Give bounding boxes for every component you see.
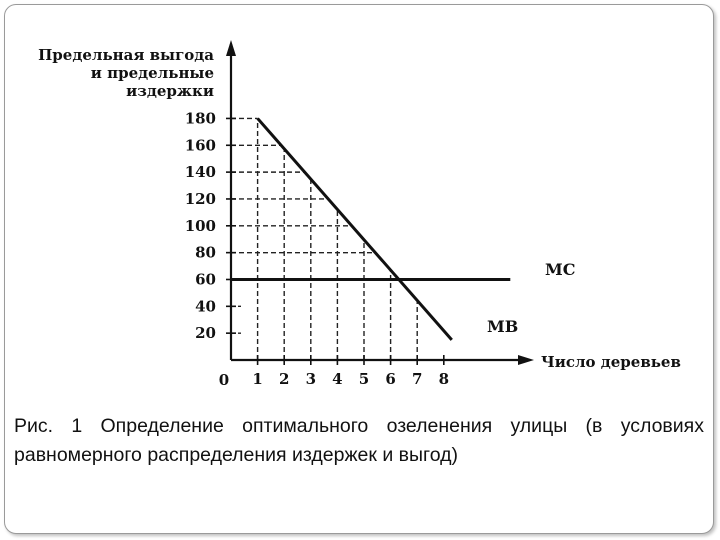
figure-caption: Рис. 1 Определение оптимального озеленен… <box>14 415 704 466</box>
x-tick-2: 2 <box>279 370 289 388</box>
y-tick-160: 160 <box>185 136 216 154</box>
x-tick-5: 5 <box>359 370 369 388</box>
guide-lines <box>231 117 418 360</box>
y-axis-label-line-3: издержки <box>126 82 214 100</box>
x-tick-7: 7 <box>412 370 422 388</box>
y-tick-20: 20 <box>195 324 216 342</box>
x-tick-3: 3 <box>306 370 316 388</box>
y-tick-120: 120 <box>185 190 216 208</box>
series-label-mb: MB <box>487 317 518 336</box>
x-axis-arrow <box>518 355 534 365</box>
y-tick-40: 40 <box>195 297 216 315</box>
x-tick-4: 4 <box>332 370 342 388</box>
y-tick-140: 140 <box>185 163 216 181</box>
series-lines <box>231 117 511 341</box>
x-tick-6: 6 <box>385 370 395 388</box>
y-tick-60: 60 <box>195 270 216 288</box>
origin-label: 0 <box>219 371 229 389</box>
y-tick-80: 80 <box>195 244 216 262</box>
series-label-mc: MC <box>545 260 575 279</box>
x-tick-8: 8 <box>439 370 449 388</box>
y-tick-180: 180 <box>185 109 216 127</box>
slide-frame <box>4 4 714 534</box>
x-axis-label: Число деревьев <box>541 353 681 371</box>
y-tick-100: 100 <box>185 217 216 235</box>
y-axis-label-line-2: и предельные <box>91 64 214 82</box>
y-axis-arrow <box>226 40 236 56</box>
y-axis-label-line-1: Предельная выгода <box>38 46 214 64</box>
series-line-mb <box>256 117 453 341</box>
x-tick-1: 1 <box>252 370 262 388</box>
